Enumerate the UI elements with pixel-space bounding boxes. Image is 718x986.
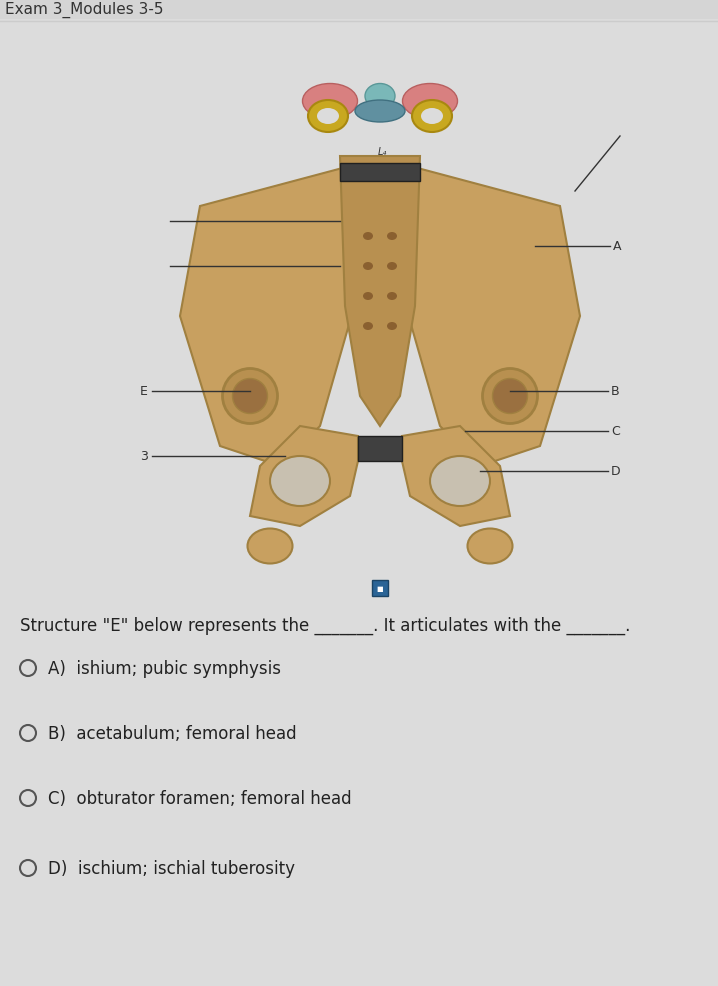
Ellipse shape: [365, 85, 395, 109]
Ellipse shape: [430, 457, 490, 507]
Text: A: A: [613, 241, 622, 253]
Text: ■: ■: [377, 586, 383, 592]
Polygon shape: [402, 427, 510, 527]
Text: D: D: [611, 465, 620, 478]
Text: A)  ishium; pubic symphysis: A) ishium; pubic symphysis: [48, 660, 281, 677]
Polygon shape: [250, 427, 358, 527]
Ellipse shape: [223, 369, 277, 424]
Polygon shape: [400, 167, 580, 466]
Ellipse shape: [387, 293, 397, 301]
Ellipse shape: [387, 322, 397, 330]
Ellipse shape: [482, 369, 538, 424]
Text: B: B: [611, 386, 620, 398]
Text: L₄: L₄: [378, 147, 386, 157]
Text: 3: 3: [140, 450, 148, 463]
Ellipse shape: [363, 233, 373, 241]
Text: C)  obturator foramen; femoral head: C) obturator foramen; femoral head: [48, 789, 352, 808]
Ellipse shape: [412, 101, 452, 133]
Ellipse shape: [493, 379, 528, 414]
Ellipse shape: [355, 101, 405, 123]
Text: Structure "E" below represents the _______. It articulates with the _______.: Structure "E" below represents the _____…: [20, 616, 630, 635]
Bar: [340, 164, 420, 181]
Polygon shape: [180, 167, 360, 466]
Ellipse shape: [270, 457, 330, 507]
Ellipse shape: [308, 101, 348, 133]
Ellipse shape: [317, 108, 339, 125]
Ellipse shape: [363, 322, 373, 330]
Ellipse shape: [387, 233, 397, 241]
Polygon shape: [340, 157, 420, 427]
Text: E: E: [140, 386, 148, 398]
Ellipse shape: [421, 108, 443, 125]
Ellipse shape: [363, 262, 373, 271]
Ellipse shape: [387, 262, 397, 271]
Ellipse shape: [467, 528, 513, 564]
Bar: [372, 581, 388, 597]
Ellipse shape: [302, 85, 358, 119]
Ellipse shape: [248, 528, 292, 564]
Ellipse shape: [363, 293, 373, 301]
Ellipse shape: [403, 85, 457, 119]
Bar: [0, 0, 718, 20]
Text: B)  acetabulum; femoral head: B) acetabulum; femoral head: [48, 725, 297, 742]
Text: Exam 3_Modules 3-5: Exam 3_Modules 3-5: [5, 2, 164, 18]
Text: C: C: [611, 425, 620, 438]
Ellipse shape: [233, 379, 268, 414]
Bar: [358, 437, 402, 461]
Text: D)  ischium; ischial tuberosity: D) ischium; ischial tuberosity: [48, 859, 295, 878]
